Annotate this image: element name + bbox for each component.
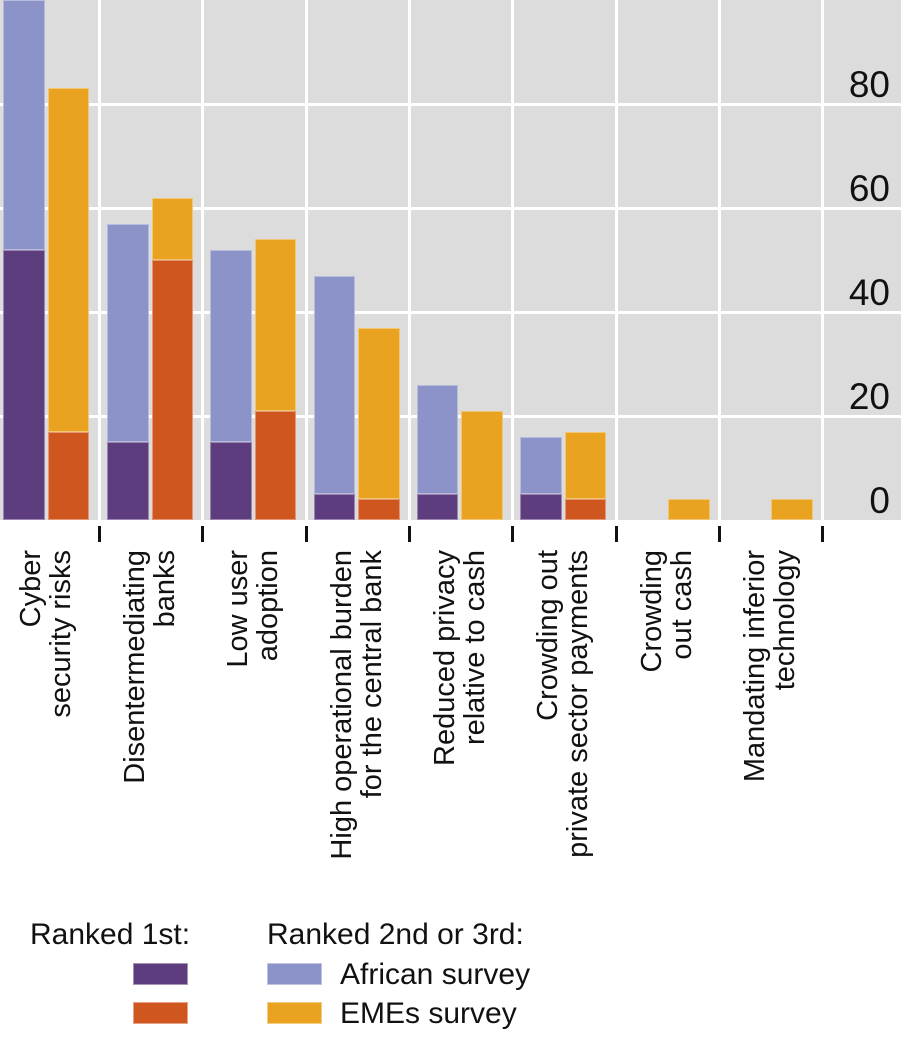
- bar-segment-ranked23_emes: [461, 410, 503, 520]
- category-label-line: Crowding: [635, 550, 668, 673]
- category-label: Cyber security risks: [15, 550, 77, 970]
- category-label-line: out cash: [665, 550, 698, 660]
- x-axis-tick: [98, 526, 101, 542]
- legend-label-african-survey: African survey: [340, 958, 531, 991]
- legend-swatch-ranked23-african: [267, 963, 322, 985]
- category-label-line: Mandating inferior: [738, 550, 771, 783]
- legend-header-ranked-1st: Ranked 1st:: [30, 918, 191, 951]
- category-label-line: Low user: [222, 550, 255, 668]
- bar-segment-ranked23_emes: [564, 431, 607, 500]
- legend-swatch-ranked1-african: [133, 963, 188, 985]
- category-label-line: Disentermediating: [119, 550, 151, 784]
- gridline-vertical: [201, 0, 205, 520]
- x-axis-tick: [201, 526, 205, 542]
- bar-segment-ranked23_african: [520, 436, 562, 494]
- bar-segment-ranked1_emes: [151, 260, 193, 520]
- category-label: Crowding out private sector payments: [532, 550, 595, 970]
- bar-segment-ranked1_african: [313, 494, 356, 520]
- x-axis-tick: [614, 526, 618, 542]
- bar-segment-ranked1_african: [210, 442, 252, 520]
- x-axis-tick: [407, 526, 411, 542]
- gridline-vertical: [511, 0, 515, 520]
- gridline-vertical: [304, 0, 308, 520]
- category-label-line: adoption: [252, 550, 285, 662]
- legend-swatch-ranked23-emes: [267, 1002, 322, 1024]
- x-axis-tick: [511, 526, 515, 542]
- bar-segment-ranked23_african: [313, 275, 356, 494]
- bar-segment-ranked1_emes: [358, 499, 400, 520]
- plot-area: 0 20 40 60 80: [0, 0, 901, 520]
- y-axis-tick-label: 80: [848, 64, 890, 105]
- bar-segment-ranked23_emes: [358, 327, 400, 500]
- bar-segment-ranked23_emes: [771, 499, 813, 520]
- category-label: Crowding out cash: [635, 550, 698, 970]
- bar-segment-ranked1_african: [520, 494, 562, 520]
- y-axis-tick-label: 60: [848, 168, 890, 209]
- category-label-line: private sector payments: [562, 550, 595, 858]
- gridline-horizontal: [0, 102, 901, 106]
- bar-segment-ranked1_african: [416, 494, 459, 520]
- gridline-vertical: [821, 0, 825, 520]
- gridline-vertical: [614, 0, 618, 520]
- gridline-vertical: [407, 0, 411, 520]
- legend-label-emes-survey: EMEs survey: [340, 997, 517, 1030]
- bar-segment-ranked1_african: [107, 442, 149, 520]
- bar-segment-ranked23_african: [107, 223, 149, 442]
- y-axis-tick-label: 0: [869, 480, 890, 521]
- x-axis-tick: [717, 526, 721, 542]
- bar-segment-ranked1_emes: [47, 431, 89, 520]
- x-axis-tick: [821, 526, 825, 542]
- legend-header-ranked-2nd-3rd: Ranked 2nd or 3rd:: [267, 918, 524, 951]
- gridline-horizontal: [0, 310, 901, 314]
- bar-segment-ranked23_african: [210, 249, 252, 442]
- bar-segment-ranked1_emes: [564, 499, 607, 520]
- category-label-line: technology: [768, 550, 801, 691]
- category-label-line: for the central bank: [355, 550, 388, 799]
- category-label: Disentermediating banks: [119, 550, 181, 970]
- category-label-line: Crowding out: [532, 550, 565, 721]
- category-label-line: Reduced privacy: [428, 550, 461, 766]
- category-label: Reduced privacy relative to cash: [428, 550, 491, 970]
- y-axis-tick-label: 40: [848, 272, 890, 313]
- bar-segment-ranked23_emes: [254, 239, 297, 411]
- bar-segment-ranked23_emes: [47, 88, 89, 432]
- bar-segment-ranked1_emes: [254, 410, 297, 520]
- bar-segment-ranked23_emes: [151, 197, 193, 260]
- gridline-vertical: [717, 0, 721, 520]
- y-axis-tick-label: 20: [848, 376, 890, 417]
- x-axis-tick: [304, 526, 308, 542]
- category-label-line: relative to cash: [458, 550, 491, 746]
- bar-segment-ranked1_african: [3, 249, 45, 520]
- category-label: Mandating inferior technology: [738, 550, 801, 970]
- category-label: High operational burden for the central b…: [325, 550, 388, 970]
- category-label: Low user adoption: [222, 550, 285, 970]
- category-label-line: banks: [149, 550, 181, 628]
- category-label-line: High operational burden: [325, 550, 358, 860]
- gridline-horizontal: [0, 206, 901, 210]
- category-label-line: Cyber: [15, 550, 47, 628]
- category-label-line: security risks: [45, 550, 77, 718]
- bar-segment-ranked23_african: [3, 0, 45, 250]
- bar-segment-ranked23_emes: [668, 499, 710, 520]
- bar-segment-ranked23_african: [416, 384, 459, 494]
- legend-swatch-ranked1-emes: [133, 1002, 188, 1024]
- gridline-vertical: [98, 0, 101, 520]
